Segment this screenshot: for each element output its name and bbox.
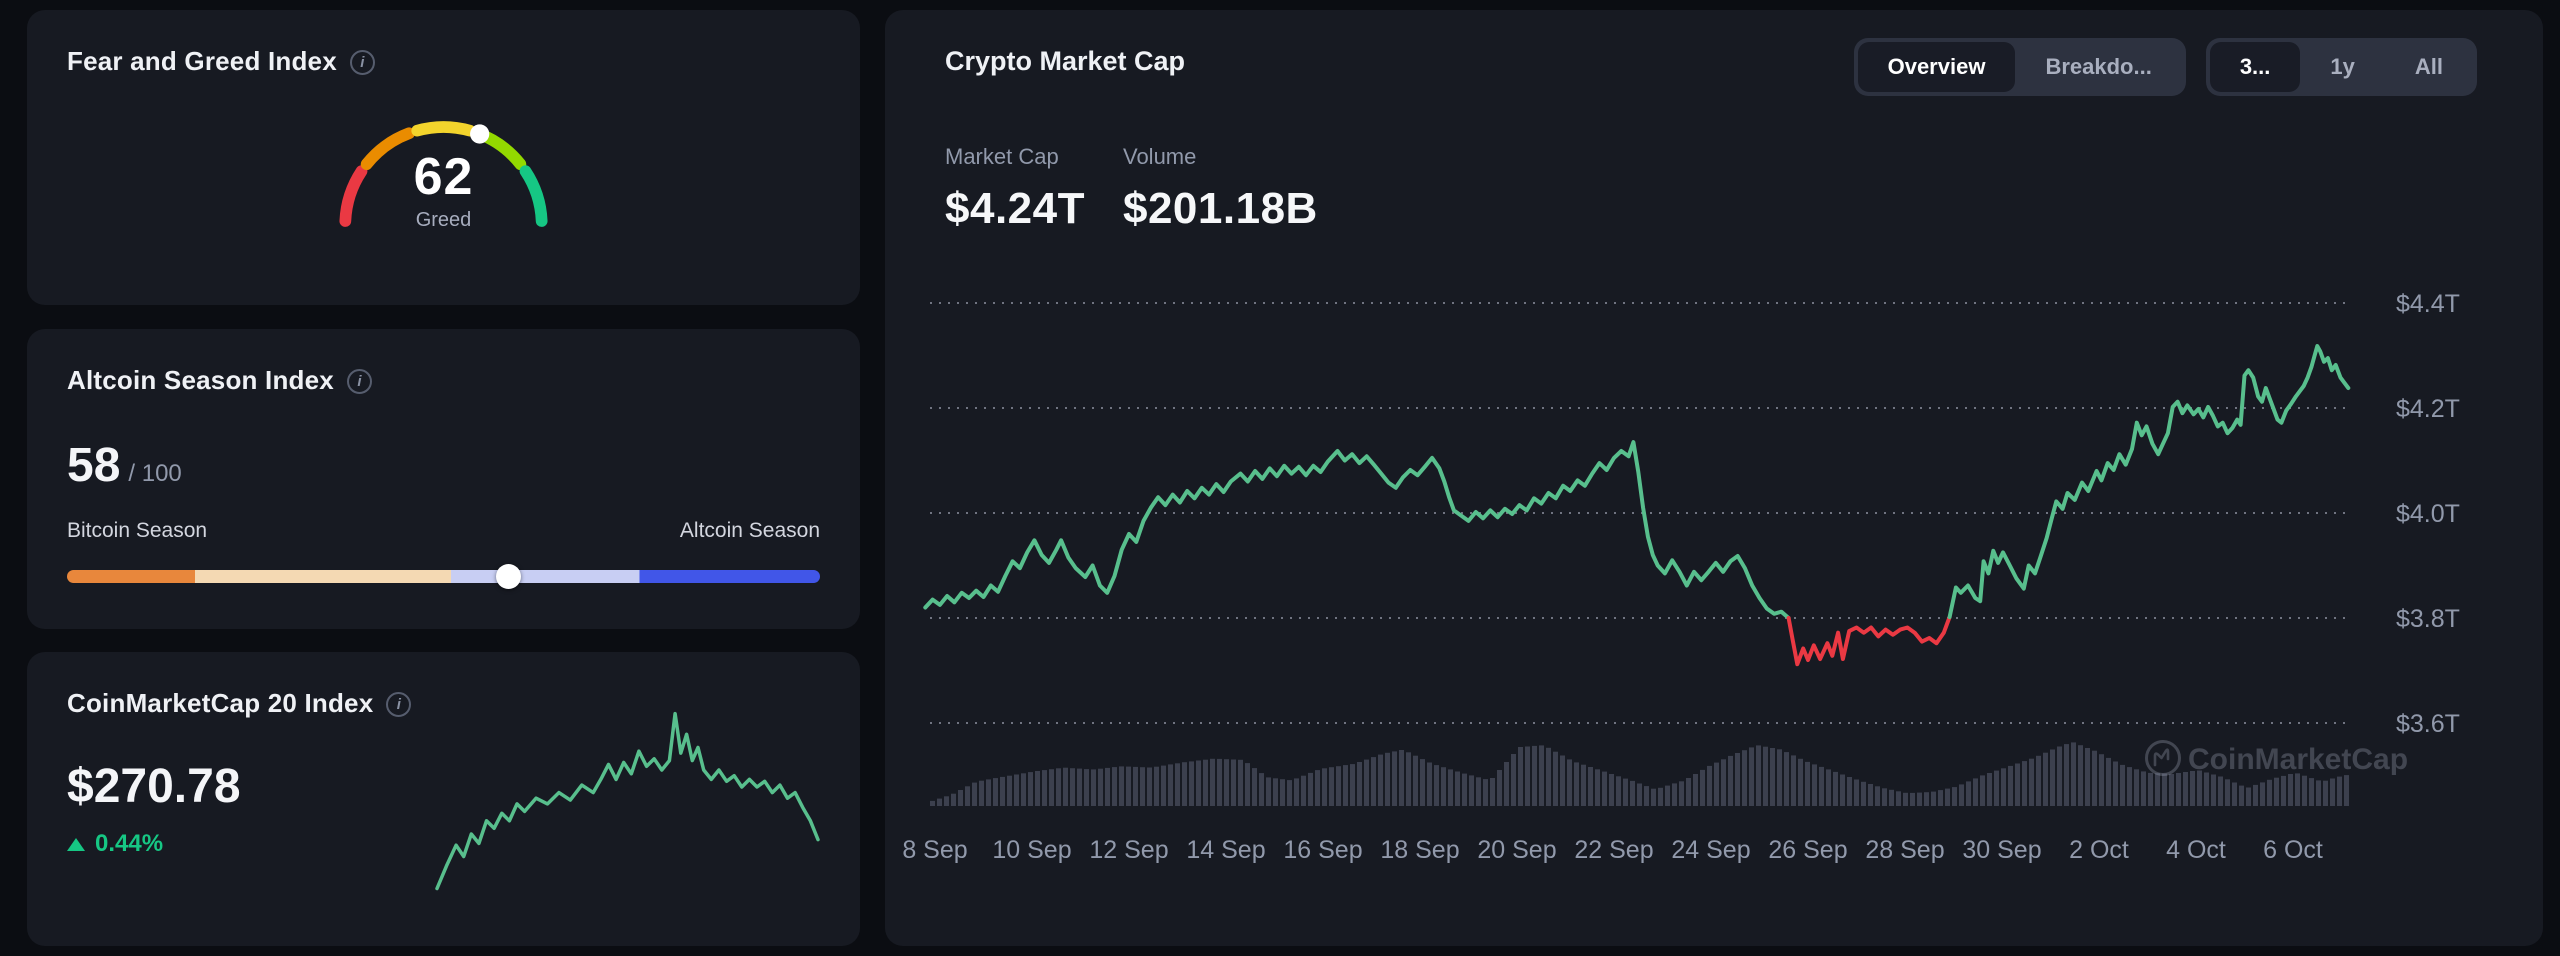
altcoin-season-denominator: / 100 [128,460,182,487]
bitcoin-season-label: Bitcoin Season [67,519,208,542]
altcoin-season-score: 58 / 100 [27,396,860,493]
info-icon[interactable]: i [349,50,375,75]
time-range-tabs: 3... 1y All [2205,38,2477,96]
fear-greed-title-row: Fear and Greed Index i [27,10,860,77]
x-axis-tick: 16 Sep [1283,836,1362,864]
x-axis-tick: 2 Oct [2069,836,2129,864]
range-3m[interactable]: 3... [2209,42,2301,92]
volume-bars [930,742,2349,806]
x-axis-tick: 14 Sep [1186,836,1265,864]
cmc20-change: 0.44% [27,814,860,858]
stat-market-cap-value: $4.24T [945,184,1085,233]
cmc20-sparkline-chart [435,711,820,891]
x-axis-tick: 20 Sep [1477,836,1556,864]
crypto-market-cap-card: Crypto Market Cap Overview Breakdo... 3.… [885,10,2543,946]
market-cap-line-up-segment [923,440,1791,620]
altcoin-season-title: Altcoin Season Index [67,365,334,395]
svg-text:CoinMarketCap: CoinMarketCap [2188,743,2408,776]
cmc20-title-row: CoinMarketCap 20 Index i [27,652,860,719]
x-axis-tick: 4 Oct [2166,836,2226,864]
y-axis-tick: $4.0T [2396,500,2460,528]
fear-greed-card: Fear and Greed Index i 62 Greed [27,10,860,305]
x-axis-tick: 22 Sep [1574,836,1653,864]
stat-volume[interactable]: Volume $201.18B [1123,144,1318,234]
x-axis-tick: 10 Sep [992,836,1071,864]
market-stats: Market Cap $4.24T Volume $201.18B [945,144,1318,234]
up-arrow-icon [67,837,85,851]
cmc20-title: CoinMarketCap 20 Index [67,688,374,718]
cmc20-index-card: CoinMarketCap 20 Index i $270.78 0.44% [27,652,860,946]
tab-overview[interactable]: Overview [1857,42,2016,92]
y-axis-tick: $4.2T [2396,395,2460,423]
fear-greed-classification: Greed [415,209,472,231]
info-icon[interactable]: i [386,692,412,717]
stat-volume-label: Volume [1122,144,1197,169]
altcoin-season-slider [67,563,820,589]
tab-breakdown[interactable]: Breakdo... [2015,42,2181,92]
x-axis-tick: 18 Sep [1380,836,1459,864]
range-all[interactable]: All [2385,42,2473,92]
fear-greed-title: Fear and Greed Index [67,46,337,76]
coinmarketcap-watermark: CoinMarketCap [2145,740,2408,776]
altcoin-season-label: Altcoin Season [679,519,820,542]
altcoin-season-card: Altcoin Season Index i 58 / 100 Bitcoin … [27,329,860,629]
range-1y[interactable]: 1y [2300,42,2384,92]
market-cap-title: Crypto Market Cap [945,46,1186,76]
slider-track[interactable] [67,570,820,583]
view-tabs: Overview Breakdo... [1853,38,2186,96]
y-axis-tick: $4.4T [2396,290,2460,318]
stat-volume-value: $201.18B [1122,184,1318,233]
stat-market-cap-label: Market Cap [945,144,1059,169]
x-axis-tick: 24 Sep [1671,836,1750,864]
x-axis-tick: 12 Sep [1089,836,1168,864]
x-axis-tick: 30 Sep [1962,836,2041,864]
gauge-arc-icon [339,121,548,227]
market-cap-line-up-segment [1947,344,2351,619]
x-axis-tick: 28 Sep [1865,836,1944,864]
stat-market-cap[interactable]: Market Cap $4.24T [945,144,1085,234]
chart-controls: Overview Breakdo... 3... 1y All [1853,38,2477,96]
cmc20-change-percent: 0.44% [95,830,164,857]
fear-greed-value: 62 [413,148,474,206]
market-cap-chart[interactable]: $4.4T $4.2T $4.0T $3.8T $3.6T 8 Sep 10 Sep 12 S… [885,10,2543,946]
altcoin-season-value: 58 [67,439,121,492]
slider-thumb[interactable] [495,564,521,589]
y-axis-tick: $3.6T [2396,710,2460,738]
market-cap-line-down-segment [1786,615,1952,667]
cmc20-value: $270.78 [67,760,241,813]
x-axis-tick: 26 Sep [1768,836,1847,864]
altcoin-season-scale-labels: Bitcoin Season Altcoin Season [27,493,860,543]
altcoin-title-row: Altcoin Season Index i [27,329,860,396]
fear-greed-gauge: 62 Greed [326,113,561,241]
info-icon[interactable]: i [346,369,372,394]
x-axis-tick: 6 Oct [2263,836,2323,864]
y-axis-tick: $3.8T [2396,605,2460,633]
x-axis-tick: 8 Sep [902,836,967,864]
